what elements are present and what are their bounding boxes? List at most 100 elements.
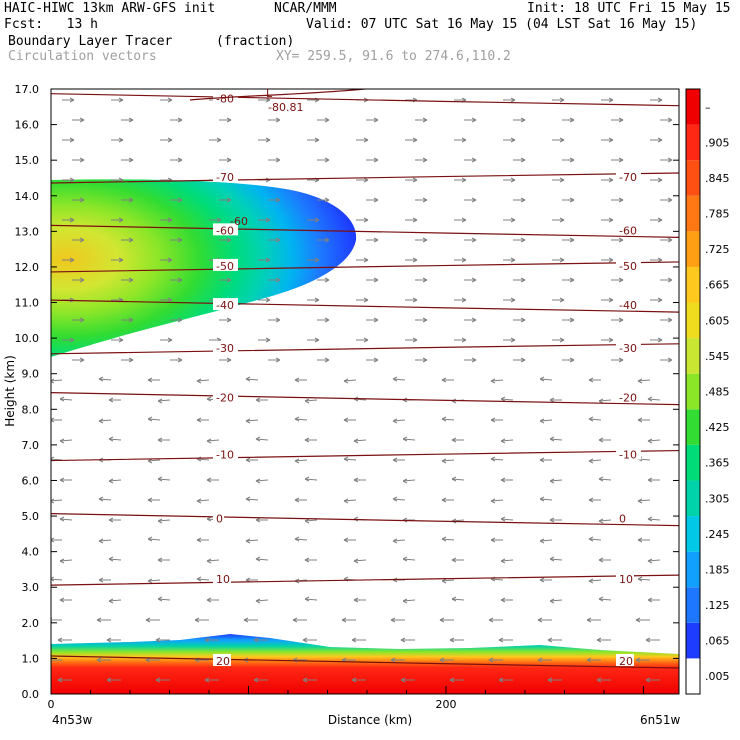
wind-vector — [343, 537, 356, 543]
wind-vector — [405, 177, 418, 183]
wind-vector — [490, 378, 504, 384]
wind-vector — [72, 357, 85, 363]
wind-vector — [219, 237, 232, 243]
wind-vector — [51, 378, 63, 384]
wind-vector — [503, 257, 516, 263]
wind-vector — [464, 357, 477, 363]
isotherm-line — [51, 224, 679, 238]
wind-vector — [513, 197, 526, 203]
contour-label-bg — [616, 340, 641, 353]
wind-vector — [59, 438, 73, 444]
wind-vector — [635, 617, 650, 623]
wind-vector — [157, 557, 170, 563]
wind-vector — [59, 516, 73, 522]
wind-vector — [121, 357, 134, 363]
wind-vector — [547, 637, 562, 643]
wind-vector — [635, 657, 650, 663]
wind-vector — [59, 558, 73, 564]
wind-vector — [317, 317, 330, 323]
wind-vector — [96, 657, 111, 663]
contour-label-bg — [616, 447, 641, 460]
isotherm-label: -70 — [619, 171, 637, 184]
wind-vector — [253, 637, 268, 643]
wind-vector — [353, 558, 367, 564]
colorbar-frame — [685, 88, 701, 695]
isotherm-label: 0 — [216, 513, 223, 526]
wind-vector — [513, 277, 526, 283]
wind-vector — [170, 317, 183, 323]
wind-vector — [106, 637, 121, 643]
wind-vector — [353, 597, 366, 603]
wind-vector — [160, 217, 173, 223]
wind-vector — [258, 137, 271, 143]
y-tick-label: 5.0 — [22, 510, 40, 523]
wind-vector — [601, 97, 614, 103]
wind-vector — [245, 538, 259, 544]
wind-vector — [392, 538, 406, 544]
wind-vector — [488, 657, 503, 663]
wind-vector — [488, 617, 503, 623]
wind-vector — [490, 417, 503, 423]
wind-vector — [111, 97, 124, 103]
wind-vector — [98, 577, 111, 583]
contour-label-bg — [213, 653, 231, 666]
wind-vector — [596, 637, 611, 643]
wind-vector — [405, 297, 418, 303]
wind-vector — [59, 396, 73, 402]
wind-vector — [598, 437, 611, 443]
wind-vector — [206, 438, 220, 444]
wind-vector — [586, 657, 601, 663]
wind-vector — [121, 317, 134, 323]
wind-vector — [439, 617, 454, 623]
wind-vector — [147, 536, 161, 542]
wind-vector — [513, 357, 526, 363]
wind-vector — [539, 538, 553, 544]
wind-vector — [451, 476, 465, 482]
wind-vector — [98, 376, 112, 382]
wind-vector — [170, 277, 183, 283]
isotherm-label: -50 — [619, 260, 637, 273]
wind-vector — [454, 177, 467, 183]
wind-vector — [245, 496, 259, 502]
wind-vector — [650, 257, 663, 263]
wind-vector — [317, 197, 330, 203]
wind-vector — [588, 458, 602, 464]
wind-vector — [650, 137, 663, 143]
wind-vector — [498, 677, 513, 683]
wind-vector — [258, 297, 271, 303]
wind-vector — [258, 337, 271, 343]
wind-vector — [660, 317, 673, 323]
y-tick-label: 15.0 — [15, 154, 40, 167]
x-axis-label: Distance (km) — [328, 713, 412, 727]
wind-vector — [268, 157, 281, 163]
wind-vector — [552, 297, 565, 303]
wind-vector — [245, 457, 258, 463]
wind-vector — [598, 557, 611, 563]
y-tick-label: 13.0 — [15, 225, 40, 238]
y-tick-label: 6.0 — [22, 474, 40, 487]
isotherm-label: -10 — [216, 449, 234, 462]
wind-vector — [147, 416, 161, 422]
wind-vector — [500, 477, 513, 483]
wind-vector — [547, 677, 562, 683]
wind-vector — [513, 237, 526, 243]
wind-vector — [637, 537, 650, 543]
colorbar-label: .185 — [705, 563, 730, 576]
wind-vector — [464, 317, 477, 323]
colorbar-swatch — [686, 409, 700, 445]
wind-vector — [343, 417, 356, 423]
contour-label-bg — [213, 390, 238, 403]
contour-label-bg — [213, 511, 224, 524]
wind-vector — [549, 598, 563, 604]
y-axis: 0.0 1.0 2.0 3.0 4.0 5.0 6.0 7.0 8.0 9.0 10.0 11.0 12… — [15, 83, 679, 701]
isotherm-label: -60 — [216, 224, 234, 237]
wind-vector — [552, 337, 565, 343]
y-tick-label: 11.0 — [15, 297, 40, 310]
wind-vector — [317, 157, 330, 163]
wind-vector — [96, 617, 111, 623]
x-left-endpoint: 4n53w — [52, 713, 93, 727]
isotherm-label: -20 — [216, 392, 234, 405]
wind-vector — [255, 478, 269, 484]
wind-vector — [601, 337, 614, 343]
wind-vector — [454, 137, 467, 143]
